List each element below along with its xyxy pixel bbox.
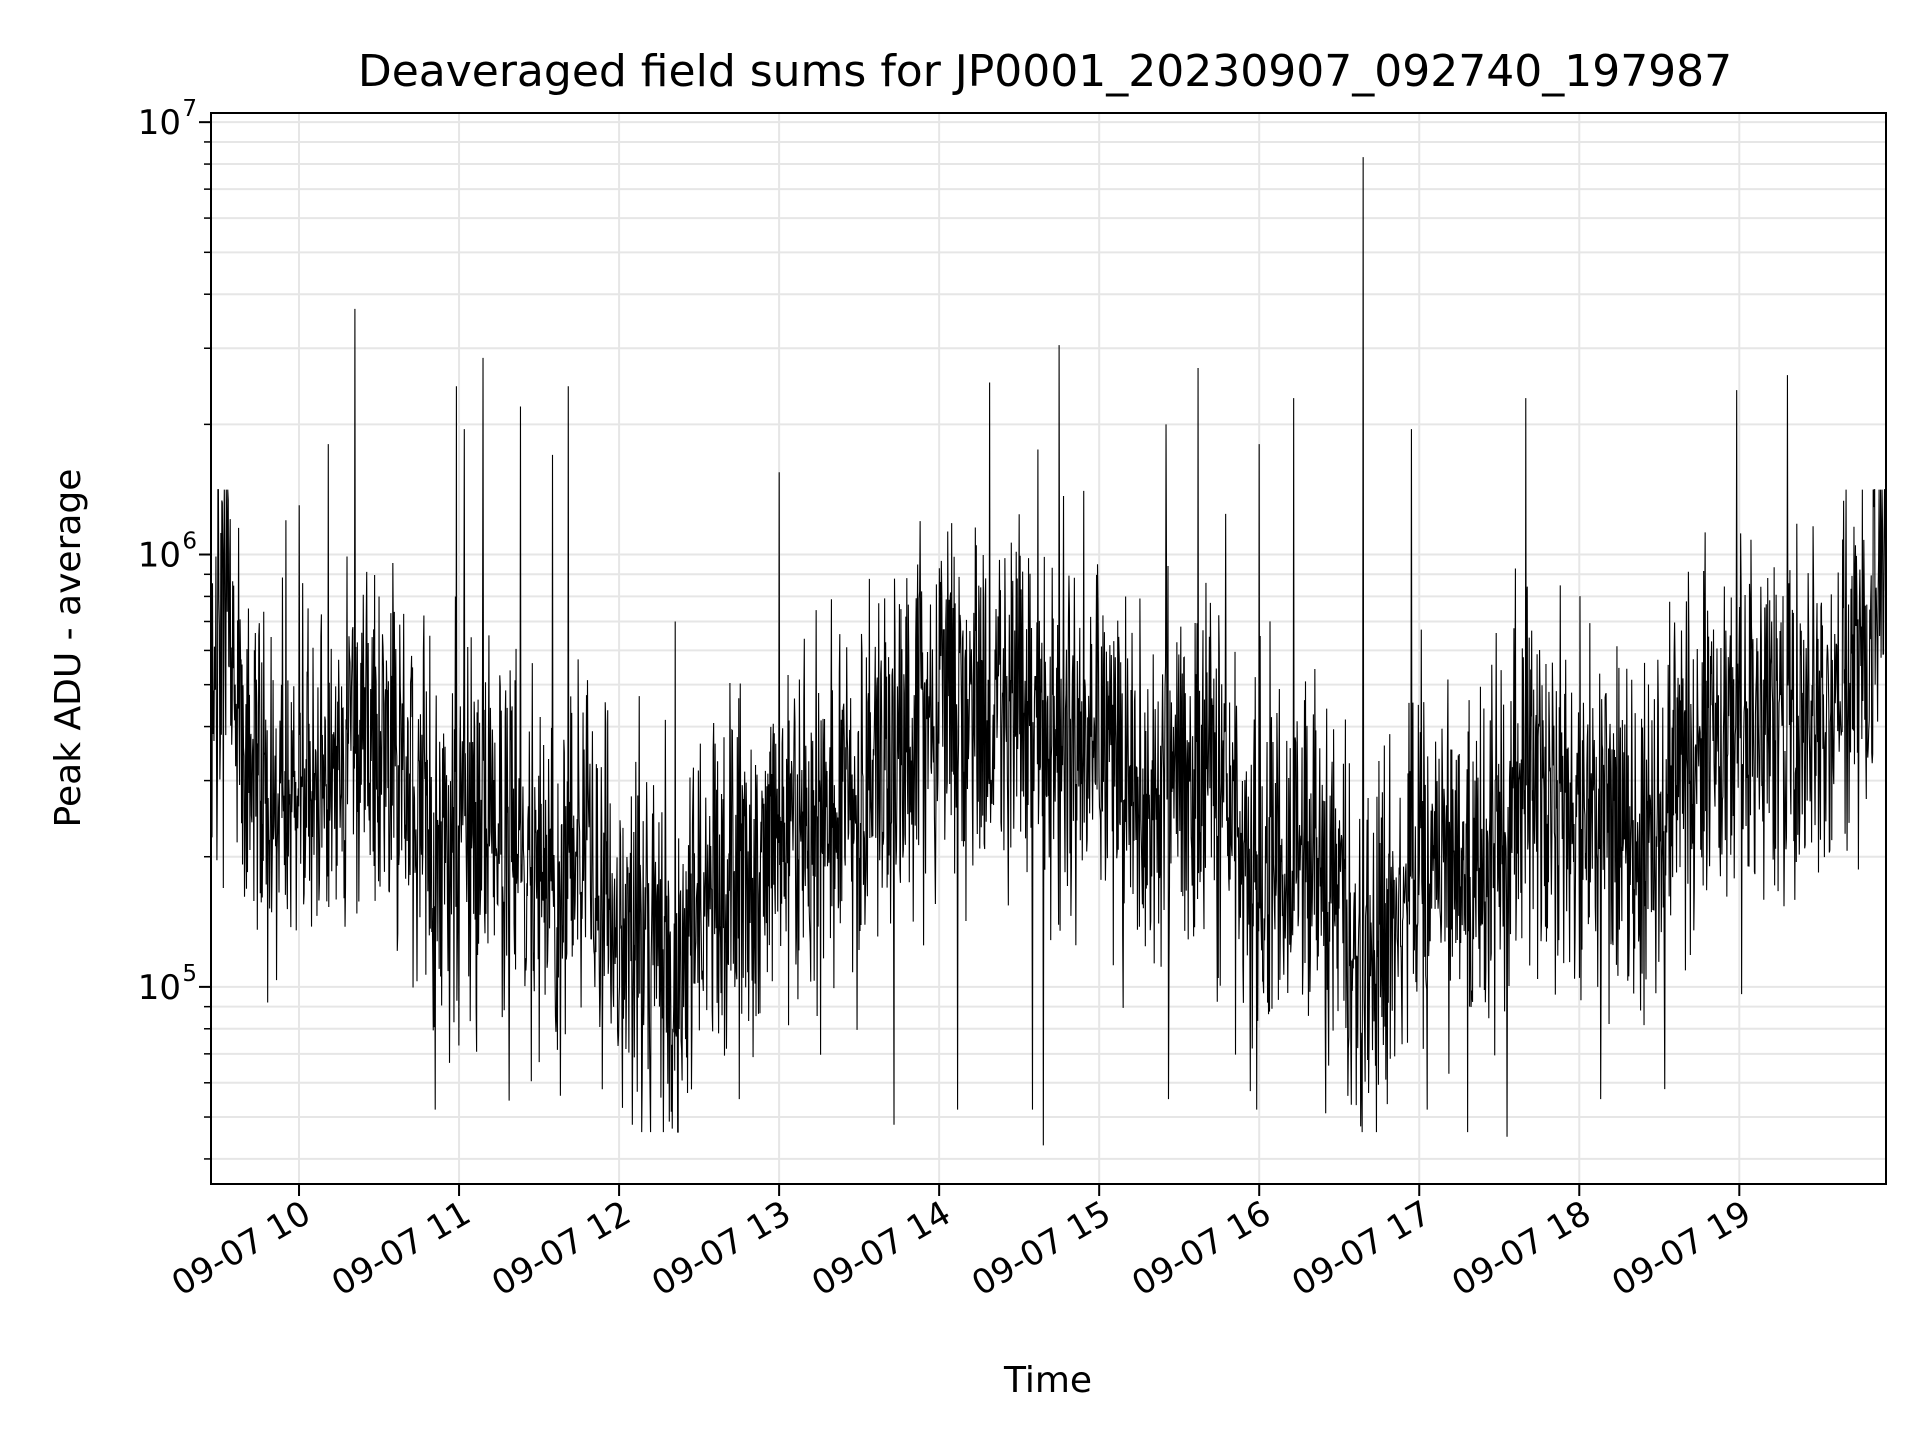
y-tick-exponent: 7 [182,96,197,122]
y-axis-label: Peak ADU - average [48,469,89,828]
plot-frame [210,112,1887,1185]
y-tick-exponent: 5 [182,961,197,987]
y-tick-exponent: 6 [182,529,197,555]
x-axis-label: Time [1003,1360,1092,1401]
y-tick-label: 10 [138,968,181,1008]
y-tick-label: 10 [138,536,181,576]
series-line [211,157,1886,1146]
y-tick-label: 10 [138,103,181,143]
chart-title: Deaveraged field sums for JP0001_2023090… [358,46,1732,97]
